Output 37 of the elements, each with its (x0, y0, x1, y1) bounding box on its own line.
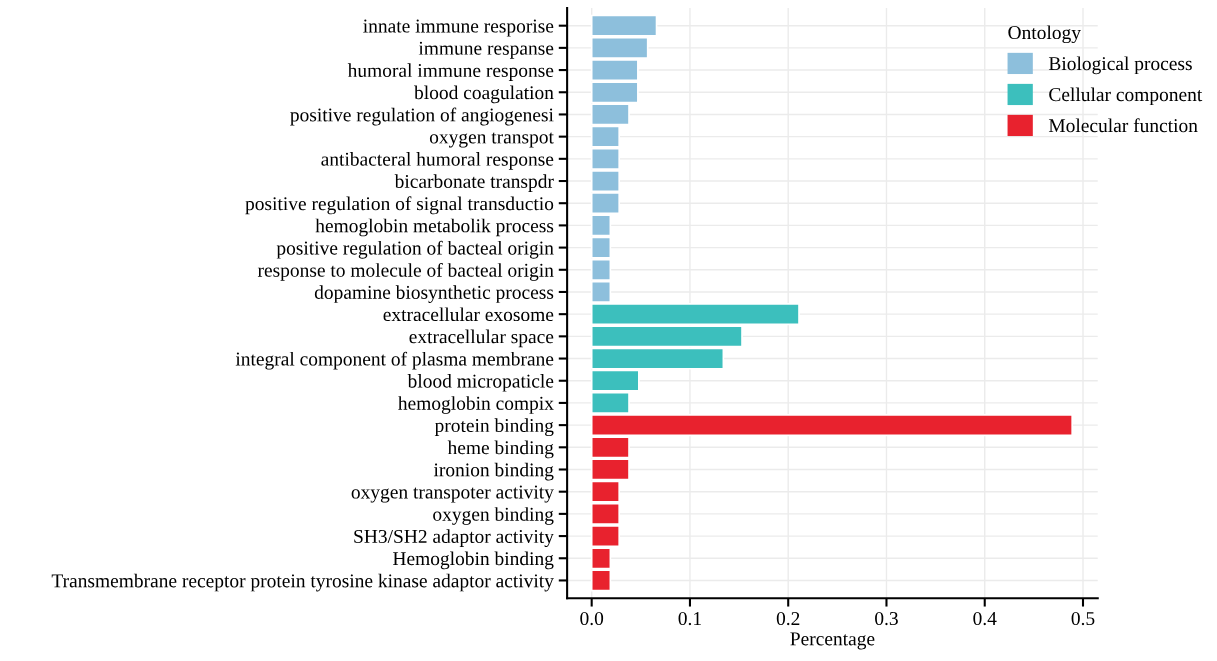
x-tick-label: 0.2 (776, 611, 800, 626)
y-tick-label: positive regulation of angiogenesi (290, 107, 554, 126)
y-tick-label: positive regulation of signal transductio (245, 196, 554, 215)
y-tick-label: ironion binding (433, 462, 554, 481)
y-tick-label: oxygen binding (433, 507, 554, 525)
x-tick-label: 0.5 (1071, 611, 1095, 626)
y-tick-label: oxygen transpot (429, 132, 554, 148)
y-tick-label: humoral immune response (347, 63, 554, 81)
x-tick-label: 0.1 (678, 611, 701, 626)
legend-label: Biological process (1048, 56, 1192, 75)
x-tick-label: 0.3 (875, 611, 898, 626)
y-tick-label: antibacteral humoral response (321, 152, 554, 170)
x-tick-label: 0.0 (580, 611, 604, 626)
y-tick-label: extracellular exosome (383, 307, 554, 322)
y-tick-label: extracellular space (409, 329, 554, 348)
y-tick-label: immune respanse (418, 41, 554, 59)
y-tick-label: dopamine biosynthetic process (314, 285, 554, 303)
y-tick-label: integral component of plasma membrane (235, 351, 554, 370)
y-tick-label: blood micropaticle (407, 373, 554, 392)
y-tick-label: protein binding (434, 418, 554, 437)
y-tick-label: hemoglobin compix (398, 396, 554, 414)
y-tick-label: heme binding (447, 440, 554, 459)
y-tick-label: bicarbonate transpdr (394, 174, 554, 192)
x-axis-title: Percentage (790, 632, 875, 650)
y-tick-label: SH3/SH2 adaptor activity (354, 529, 554, 548)
legend-label: Molecular function (1048, 118, 1198, 133)
y-tick-label: positive regulation of bacteal origin (276, 240, 554, 259)
y-tick-label: blood coagulation (414, 85, 554, 104)
legend-label: Cellular component (1049, 87, 1203, 106)
x-tick-label: 0.4 (973, 611, 997, 626)
y-tick-label: oxygen transpoter activity (351, 485, 554, 503)
y-tick-label: innate immune resporise (363, 19, 554, 37)
y-tick-label: response to molecule of bacteal origin (257, 262, 554, 281)
y-tick-label: Transmembrane receptor protein tyrosine kinase adaptor activity (51, 573, 554, 592)
legend-title: Ontology (1008, 25, 1081, 44)
y-tick-label: Hemoglobin binding (393, 551, 554, 570)
y-tick-label: hemoglobin metabolik process (315, 218, 554, 237)
